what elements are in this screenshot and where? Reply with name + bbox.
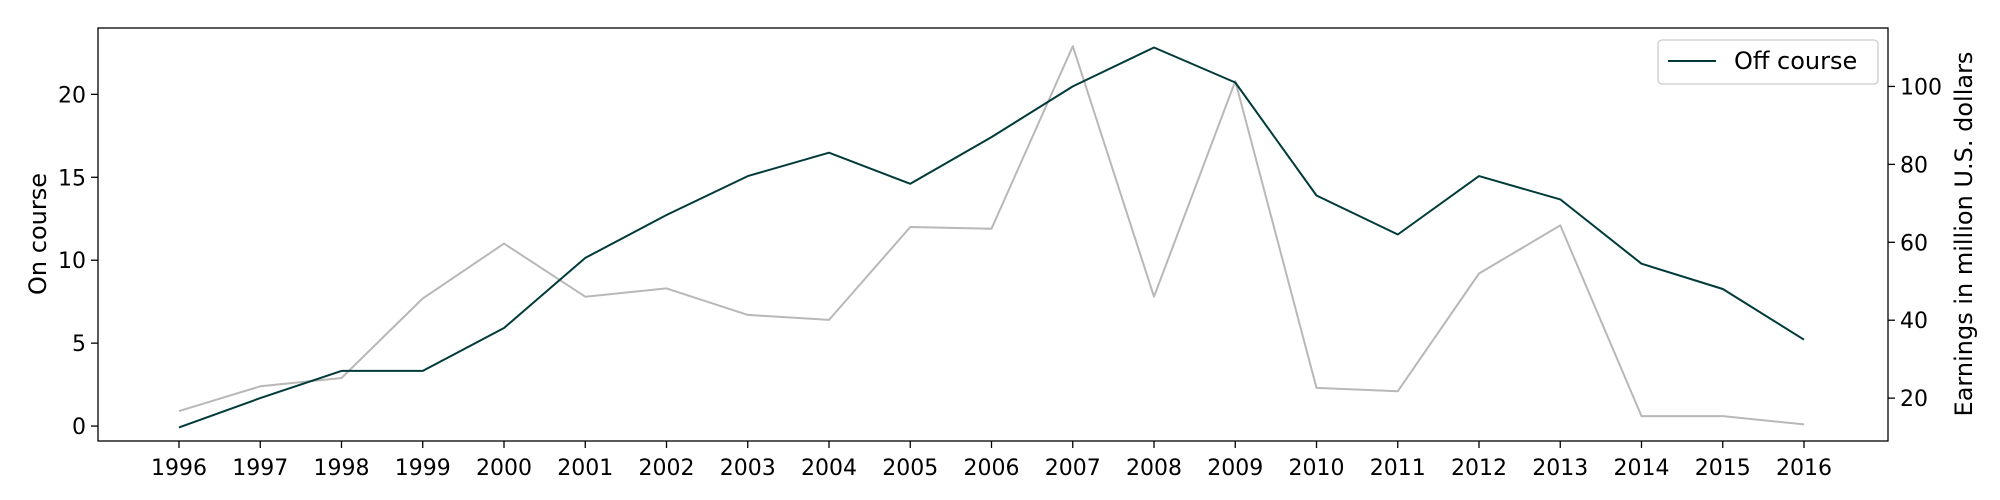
y-left-tick-label: 20: [58, 83, 86, 108]
x-tick-label: 2004: [801, 456, 857, 481]
y-axis-left-title: On course: [24, 173, 52, 295]
series-layer: [178, 45, 1805, 429]
x-tick-label: 1997: [232, 456, 288, 481]
series-line-2: [178, 46, 1805, 429]
x-axis-ticks: 1996 1997 1998 1999 2000 2001 2002 2003 2004 2005…: [151, 441, 1832, 481]
series-line-1: [178, 45, 1805, 426]
x-tick-label: 2011: [1370, 456, 1426, 481]
y-left-tick-label: 10: [58, 249, 86, 274]
x-tick-label: 2016: [1776, 456, 1832, 481]
x-tick-label: 1999: [395, 456, 451, 481]
x-tick-label: 2002: [639, 456, 695, 481]
y-right-tick-label: 40: [1900, 309, 1928, 334]
y-axis-left-ticks: 0 5 10 15 20: [58, 83, 98, 440]
y-left-tick-label: 0: [72, 415, 86, 440]
legend: Off course: [1657, 39, 1879, 85]
x-tick-label: 1996: [151, 456, 207, 481]
x-tick-label: 2010: [1289, 456, 1345, 481]
legend-label: Off course: [1734, 47, 1857, 75]
y-right-tick-label: 100: [1900, 75, 1942, 100]
plot-area: [97, 27, 1889, 442]
y-left-tick-label: 15: [58, 166, 86, 191]
x-tick-label: 2006: [964, 456, 1020, 481]
x-tick-label: 2007: [1045, 456, 1101, 481]
x-tick-label: 2008: [1126, 456, 1182, 481]
x-tick-label: 2005: [882, 456, 938, 481]
x-tick-label: 1998: [314, 456, 370, 481]
y-axis-right-title: Earnings in million U.S. dollars: [1950, 52, 1978, 417]
x-tick-label: 2014: [1614, 456, 1670, 481]
y-axis-right-ticks: 20 40 60 80 100: [1888, 75, 1942, 412]
x-tick-label: 2000: [476, 456, 532, 481]
legend-box: [1657, 39, 1879, 85]
y-right-tick-label: 80: [1900, 153, 1928, 178]
y-right-tick-label: 20: [1900, 387, 1928, 412]
x-tick-label: 2015: [1695, 456, 1751, 481]
x-tick-label: 2013: [1532, 456, 1588, 481]
x-tick-label: 2001: [557, 456, 613, 481]
x-tick-label: 2003: [720, 456, 776, 481]
x-tick-label: 2012: [1451, 456, 1507, 481]
y-left-tick-label: 5: [72, 332, 86, 357]
x-tick-label: 2009: [1207, 456, 1263, 481]
y-right-tick-label: 60: [1900, 231, 1928, 256]
